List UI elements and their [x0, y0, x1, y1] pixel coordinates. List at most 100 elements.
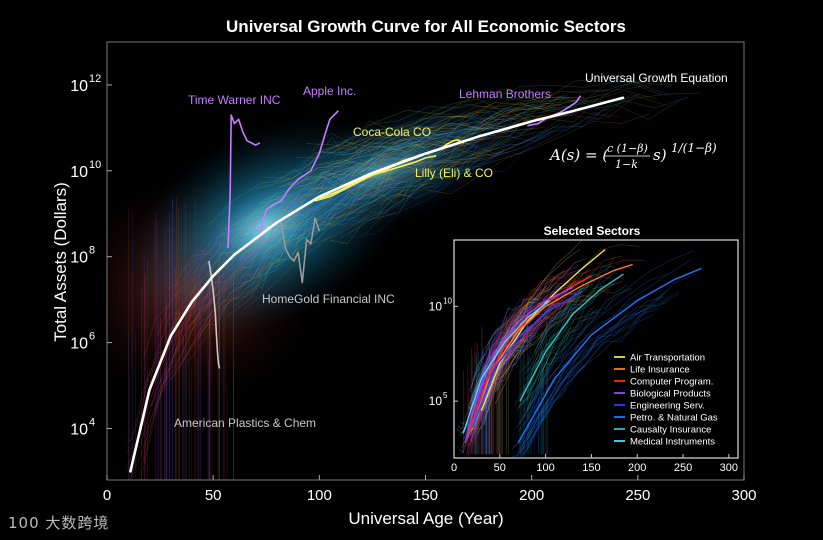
- bg-trace: [292, 179, 366, 257]
- bg-trace: [224, 132, 449, 230]
- bg-trace: [246, 219, 305, 277]
- line-time-warner-inc: [227, 114, 261, 249]
- legend-label-engineering-serv: Engineering Serv.: [630, 401, 705, 412]
- bg-trace: [258, 100, 577, 205]
- bg-trace: [340, 128, 528, 239]
- inset-bg-trace: [512, 314, 654, 458]
- inset-bg-trace: [516, 336, 559, 412]
- bg-trace: [257, 139, 511, 274]
- y-tick-exponent: 4: [89, 416, 95, 428]
- inset-bg-trace: [524, 265, 615, 375]
- inset-y-tick-exponent: 10: [443, 296, 452, 305]
- inset-bg-trace: [526, 290, 668, 442]
- bg-trace: [306, 102, 572, 179]
- inset-bg-trace: [478, 318, 540, 419]
- bg-trace: [326, 145, 427, 187]
- bg-trace: [367, 81, 677, 126]
- bg-trace: [348, 84, 653, 157]
- x-tick-label: 200: [519, 487, 544, 504]
- bg-trace: [274, 130, 477, 197]
- inset-x-tick-label: 100: [536, 462, 554, 474]
- inset-bg-trace: [516, 258, 692, 429]
- bg-trace: [353, 99, 682, 208]
- y-tick-label: 10: [70, 164, 88, 181]
- inset-x-ticks: 0 50 100 150 200 250 300: [451, 454, 738, 474]
- inset-bg-trace: [473, 298, 540, 399]
- bg-trace: [151, 214, 305, 407]
- bg-trace: [203, 176, 393, 336]
- inset-bg-trace: [481, 334, 529, 422]
- label-american-plastics-chem: American Plastics & Chem: [174, 416, 316, 430]
- inset-bg-trace: [481, 264, 579, 376]
- inset-bg-trace: [493, 299, 539, 364]
- inset-bg-trace: [470, 298, 567, 436]
- inset-bg-trace: [477, 352, 519, 429]
- inset-bg-trace: [531, 286, 661, 425]
- inset-bg-trace: [516, 293, 680, 458]
- bg-trace: [191, 161, 418, 299]
- bg-trace: [367, 113, 573, 160]
- bg-trace: [219, 146, 426, 237]
- inset-bg-trace: [519, 309, 647, 458]
- bg-trace: [229, 219, 300, 281]
- legend-label-causalty-insurance: Causalty Insurance: [630, 425, 711, 436]
- bg-trace: [305, 136, 445, 172]
- inset-bg-trace: [523, 366, 586, 456]
- bg-trace: [270, 113, 556, 206]
- label-apple-inc: Apple Inc.: [303, 84, 356, 98]
- bg-trace: [294, 104, 558, 177]
- inset-bg-trace: [471, 316, 546, 436]
- bg-trace: [188, 159, 392, 275]
- inset-bg-trace: [469, 314, 565, 439]
- inset-bg-trace: [462, 316, 550, 444]
- bg-trace: [352, 94, 640, 197]
- bg-trace: [198, 203, 330, 311]
- bg-trace: [243, 145, 517, 311]
- inset-bg-trace: [467, 285, 553, 409]
- bg-trace: [237, 126, 502, 241]
- bg-trace: [226, 181, 314, 214]
- inset-bg-trace: [457, 365, 490, 430]
- bg-trace: [255, 193, 333, 282]
- inset-bg-trace: [474, 363, 515, 439]
- bg-trace: [161, 176, 395, 392]
- inset-bg-trace: [469, 298, 527, 392]
- inset-bg-trace: [525, 284, 628, 395]
- bg-trace: [335, 90, 657, 172]
- bg-trace: [333, 109, 503, 144]
- y-tick-label: 10: [70, 78, 88, 95]
- inset-line-petro-natural-gas: [517, 267, 702, 444]
- bg-trace: [250, 147, 460, 244]
- bg-trace: [170, 158, 470, 381]
- inset-bg-trace: [527, 313, 599, 409]
- bg-trace: [143, 223, 264, 358]
- bg-trace: [157, 146, 405, 337]
- bg-trace: [220, 127, 534, 290]
- inset-x-tick-label: 150: [582, 462, 600, 474]
- bg-trace: [360, 81, 701, 161]
- bg-trace: [268, 164, 376, 214]
- bg-trace: [226, 161, 457, 317]
- inset-bg-trace: [472, 282, 615, 438]
- legend-label-medical-instruments: Medical Instruments: [630, 437, 715, 448]
- label-universal-growth-equation: Universal Growth Equation: [585, 71, 728, 85]
- bg-trace: [278, 118, 494, 187]
- bg-trace: [241, 104, 577, 237]
- bg-trace: [267, 125, 513, 262]
- main-x-ticks: 0 50 100 150 200 250 300: [103, 475, 757, 504]
- inset-bg-trace: [468, 266, 577, 406]
- bg-trace: [246, 137, 481, 262]
- inset-y-tick-label: 10: [429, 394, 443, 408]
- inset-bg-trace: [523, 275, 667, 425]
- bg-trace: [264, 169, 400, 261]
- bg-trace: [214, 179, 360, 306]
- inset-bg-trace: [518, 291, 680, 458]
- x-tick-label: 0: [103, 487, 111, 504]
- legend-label-biological-products: Biological Products: [630, 389, 711, 400]
- inset-bg-trace: [521, 333, 556, 397]
- svg-text:s): s): [653, 146, 667, 164]
- bg-trace: [124, 188, 321, 475]
- bg-trace: [300, 119, 478, 163]
